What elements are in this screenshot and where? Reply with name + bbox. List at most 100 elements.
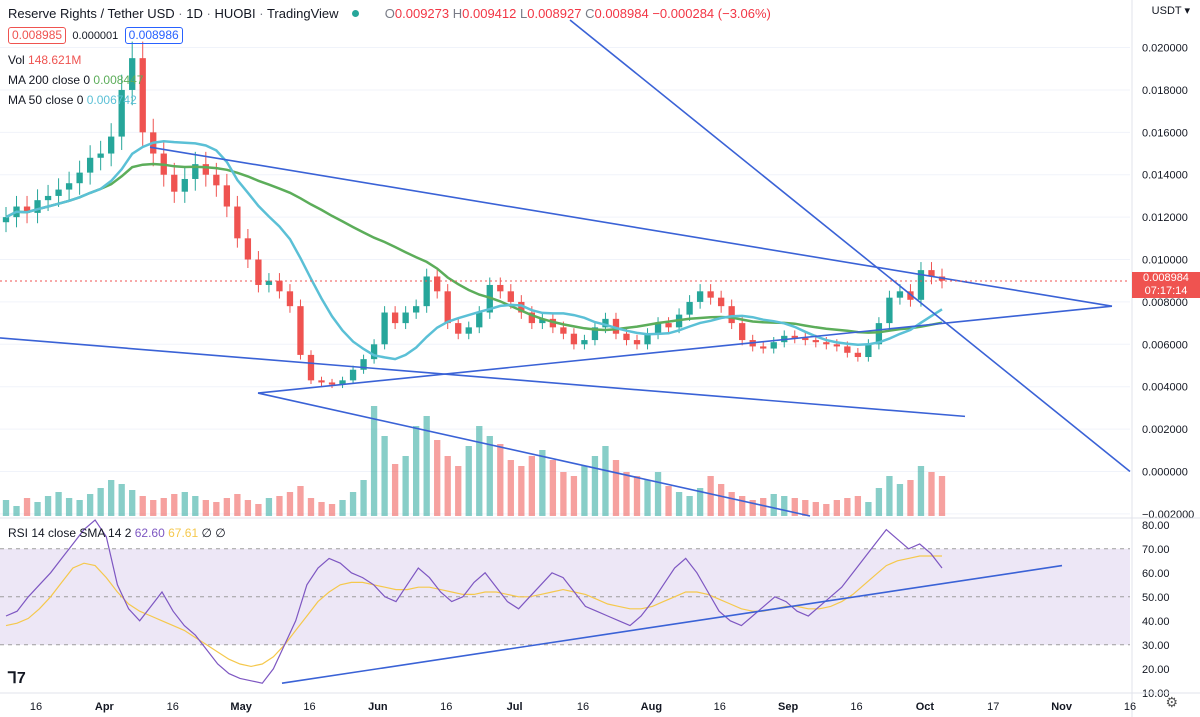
volume-bar	[665, 486, 672, 516]
volume-bar	[434, 440, 441, 516]
volume-bar	[612, 460, 620, 516]
time-tick-label: 16	[440, 701, 452, 713]
volume-bar	[518, 466, 525, 516]
candle	[413, 306, 420, 313]
candle	[381, 312, 388, 345]
currency-selector[interactable]: USDT ▾	[1151, 5, 1190, 17]
time-tick-label: 16	[714, 701, 726, 713]
candle	[602, 318, 609, 328]
rsi-trendline	[281, 564, 1063, 684]
volume-legend[interactable]: Vol 148.621M	[8, 53, 82, 67]
time-tick-label: 16	[30, 701, 42, 713]
price-tick-label: 0.012000	[1142, 212, 1188, 224]
volume-bar	[97, 488, 104, 516]
volume-bar	[339, 500, 346, 516]
price-tick-label: 0.016000	[1142, 127, 1188, 139]
candle	[633, 340, 641, 345]
candle	[86, 157, 94, 173]
volume-bar	[728, 492, 735, 516]
volume-bar	[707, 476, 714, 516]
volume-bar	[760, 498, 767, 516]
price-tick-label: 0.002000	[1142, 424, 1188, 436]
candle	[528, 312, 535, 324]
volume-bar	[770, 494, 777, 516]
rsi-axis: 80.00 70.00 60.00 50.00 40.00 30.00 20.00 10.00	[1142, 520, 1170, 700]
volume-bar	[507, 460, 514, 516]
volume-bar	[549, 460, 557, 516]
volume-bar	[13, 506, 20, 516]
candle	[455, 323, 462, 334]
candle	[2, 217, 10, 223]
candle	[802, 337, 809, 341]
volume-bar	[675, 492, 683, 516]
candle	[139, 58, 146, 133]
ma200-line	[5, 162, 943, 334]
trendline	[0, 337, 966, 418]
ma200-legend[interactable]: MA 200 close 0 0.008447	[8, 73, 144, 87]
volume-bar	[55, 492, 62, 516]
price-tick-label: 0.018000	[1142, 85, 1188, 97]
time-tick-label: Jun	[368, 701, 388, 713]
volume-bar	[23, 498, 31, 516]
volume-bar	[413, 426, 420, 516]
candle	[507, 291, 514, 302]
candle	[444, 291, 451, 324]
gear-icon[interactable]: ⚙	[1165, 694, 1178, 710]
candle	[570, 333, 578, 345]
symbol-name[interactable]: Reserve Rights / Tether USD	[8, 6, 175, 21]
candle	[297, 306, 304, 355]
candle	[854, 352, 862, 358]
candles	[2, 41, 946, 389]
candle	[286, 291, 294, 307]
time-tick-label: May	[230, 701, 252, 713]
interval-label[interactable]: 1D	[186, 6, 203, 21]
open-value: 0.009273	[394, 6, 450, 21]
candle	[707, 291, 714, 298]
rsi-sma-value: 67.61	[168, 526, 199, 540]
trendlines	[0, 19, 1131, 517]
candle	[318, 380, 325, 383]
low-value: 0.008927	[527, 6, 582, 21]
countdown-tag: 07:17:14	[1132, 285, 1200, 298]
ma50-legend[interactable]: MA 50 close 0 0.006742	[8, 93, 137, 107]
candle	[865, 344, 872, 358]
candle	[223, 185, 231, 207]
price-axis: 0.020000 0.018000 0.016000 0.014000 0.012000…	[0, 43, 1194, 521]
candle	[391, 312, 399, 324]
volume-bar	[307, 498, 315, 516]
volume-bar	[370, 406, 378, 516]
candle	[434, 276, 441, 292]
candle	[560, 327, 567, 334]
volume-bar	[192, 496, 199, 516]
volume-bar	[65, 498, 73, 516]
volume-bar	[917, 466, 925, 516]
candle	[370, 344, 378, 360]
volume-bar	[717, 484, 725, 516]
rsi-tick-label: 20.00	[1142, 664, 1170, 676]
ma200-value: 0.008447	[93, 73, 144, 87]
volume-bar	[2, 500, 10, 516]
volume-value: 148.621M	[28, 53, 82, 67]
volume-bar	[875, 488, 883, 516]
candle	[907, 291, 914, 300]
sell-button[interactable]: 0.008985	[8, 27, 67, 44]
time-tick-label: 16	[303, 701, 315, 713]
rsi-legend[interactable]: RSI 14 close SMA 14 2 62.60 67.61 ∅ ∅	[8, 526, 226, 540]
volume-bar	[402, 456, 409, 516]
rsi-tick-label: 50.00	[1142, 592, 1170, 604]
volume-bar	[391, 464, 399, 516]
tradingview-logo-icon[interactable]: ⅂7	[8, 670, 26, 687]
rsi-sma-line	[5, 555, 942, 668]
candle	[844, 346, 851, 353]
rsi-tick-label: 80.00	[1142, 520, 1170, 532]
candle	[497, 284, 504, 292]
time-axis: 16 Apr 16 May 16 Jun 16 Jul 16 Aug 16 Sep 16 Oct 17 Nov…	[30, 701, 1136, 713]
volume-bar	[823, 504, 830, 516]
volume-bar	[802, 500, 809, 516]
volume-bar	[739, 496, 746, 516]
buy-button[interactable]: 0.008986	[124, 27, 183, 44]
candle	[328, 382, 336, 385]
volume-bar	[560, 472, 567, 516]
volume-bar	[791, 498, 798, 516]
